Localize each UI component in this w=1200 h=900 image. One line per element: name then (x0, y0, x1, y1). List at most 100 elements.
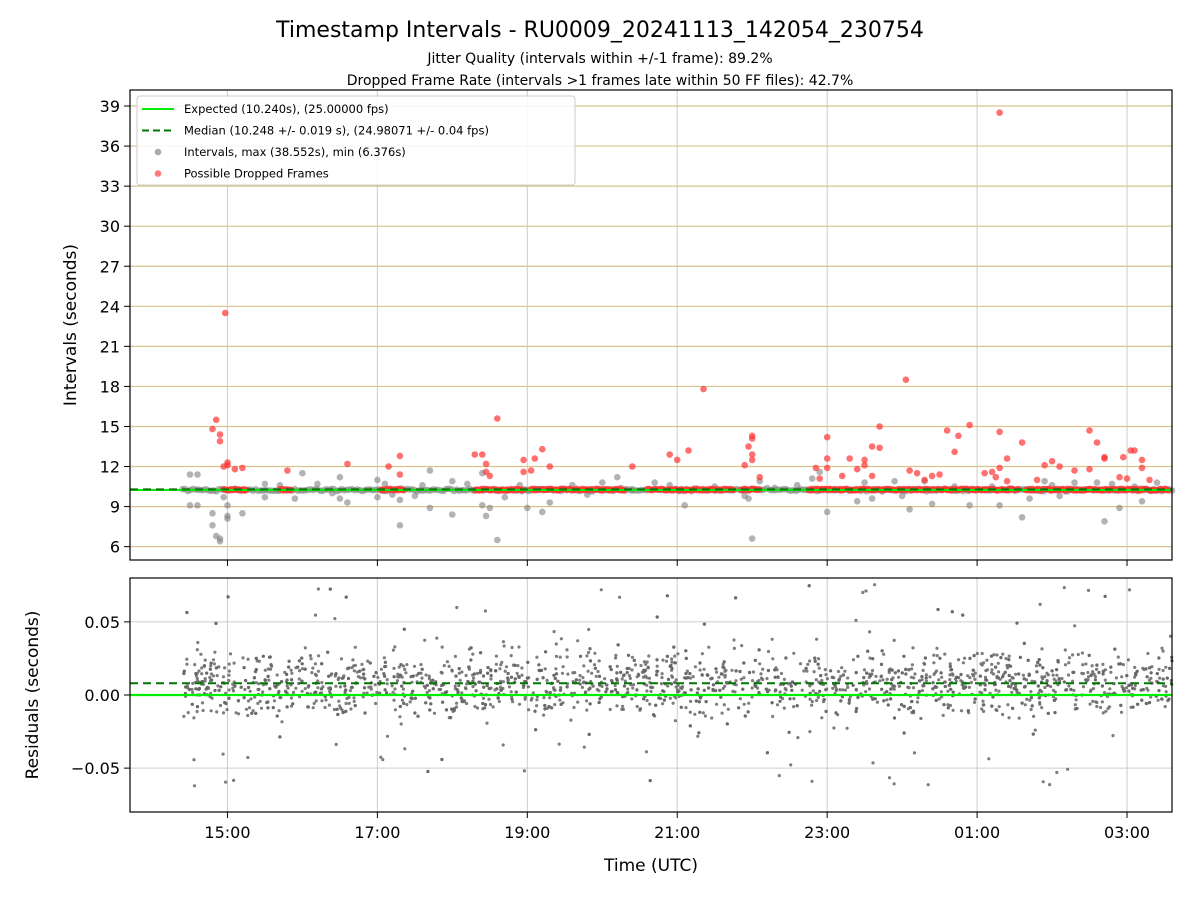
residual-point (1086, 678, 1090, 682)
residual-point (209, 709, 213, 713)
residual-point (292, 690, 296, 694)
residual-point (444, 708, 449, 712)
interval-point (194, 502, 201, 509)
dropped-frame-point (396, 471, 404, 478)
residual-point (615, 704, 619, 708)
residual-point (645, 689, 649, 693)
residual-point (247, 706, 252, 710)
legend-label-0: Expected (10.240s), (25.00000 fps) (184, 102, 389, 116)
residual-point (674, 685, 678, 689)
residual-point (1118, 662, 1123, 666)
residual-point (1156, 698, 1160, 702)
residual-point (478, 671, 482, 675)
residual-point (535, 704, 539, 708)
residual-point (207, 686, 211, 690)
residual-point (1163, 705, 1167, 709)
residual-point (477, 680, 481, 684)
residual-point (352, 699, 356, 704)
residual-point (1050, 669, 1054, 673)
residual-point (251, 709, 255, 713)
residual-point (764, 687, 768, 691)
residual-point (290, 671, 294, 675)
residual-point (463, 686, 468, 690)
residual-point (1157, 656, 1161, 660)
residual-point (272, 699, 277, 703)
residual-point (231, 689, 236, 693)
residual-point (553, 688, 557, 692)
residual-point (851, 658, 856, 662)
interval-point (482, 512, 490, 520)
residual-point (401, 687, 405, 691)
residual-point (545, 678, 549, 683)
residual-point (1086, 675, 1091, 679)
residual-point (737, 706, 741, 710)
residual-point (352, 696, 356, 700)
legend-label-3: Possible Dropped Frames (184, 167, 329, 181)
residual-point (234, 711, 238, 715)
residual-point (241, 656, 245, 660)
residual-point (341, 710, 345, 715)
residual-point (1055, 668, 1059, 672)
interval-point (419, 481, 426, 489)
residual-point (192, 716, 196, 720)
residual-point (543, 667, 547, 671)
residual-point (316, 587, 320, 591)
interval-point (1041, 477, 1048, 485)
residual-point (1038, 602, 1042, 607)
residual-point (285, 684, 289, 688)
legend: Expected (10.240s), (25.00000 fps) Median… (136, 95, 576, 186)
residual-point (1017, 716, 1021, 720)
residual-point (203, 658, 207, 662)
residual-point (697, 700, 701, 704)
residual-point (223, 700, 227, 705)
x-tick-label: 01:00 (954, 823, 1000, 842)
residual-point (397, 665, 401, 669)
residual-point (864, 589, 868, 593)
dropped-frame-point (1120, 453, 1127, 461)
residual-point (548, 696, 552, 700)
residual-point (604, 690, 608, 694)
residual-point (704, 700, 708, 704)
residual-point (392, 666, 396, 671)
residual-point (910, 663, 915, 667)
residual-point (233, 684, 237, 688)
residual-point (915, 700, 920, 704)
residual-point (559, 637, 564, 641)
dropped-frame-point (992, 473, 1000, 481)
residual-point (854, 688, 858, 692)
dropped-frame-point (673, 456, 681, 464)
residual-point (1040, 647, 1044, 651)
residual-point (836, 669, 841, 674)
dropped-frame-point (846, 455, 853, 462)
residual-point (603, 677, 607, 681)
residual-point (195, 676, 199, 680)
interval-point (336, 495, 344, 502)
residual-point (954, 679, 958, 683)
interval-point (748, 535, 756, 542)
residual-point (625, 671, 629, 675)
interval-point (336, 473, 344, 481)
residual-point (1134, 671, 1138, 676)
residual-point (856, 654, 860, 658)
residual-point (605, 687, 609, 691)
residual-point (719, 695, 723, 699)
residual-point (978, 690, 982, 694)
residual-point (192, 784, 197, 788)
residual-point (287, 659, 291, 663)
residual-point (544, 650, 548, 654)
residual-point (649, 685, 653, 689)
residual-point (1145, 702, 1149, 706)
residual-point (992, 653, 996, 657)
residual-point (655, 673, 659, 677)
residual-point (547, 705, 551, 709)
residual-point (298, 669, 302, 673)
residual-point (1133, 665, 1137, 670)
residual-point (784, 688, 788, 692)
residual-point (779, 671, 784, 676)
residual-point (878, 679, 882, 683)
residual-point (908, 706, 912, 710)
residual-point (217, 688, 221, 693)
residual-points (182, 583, 1174, 788)
residual-point (525, 676, 530, 680)
residual-point (209, 672, 213, 676)
